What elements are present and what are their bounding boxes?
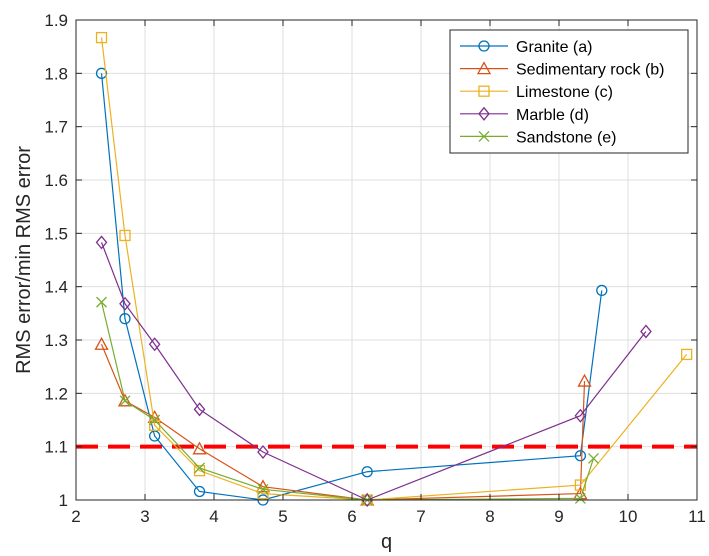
data-point [257, 483, 269, 495]
x-tick-label: 5 [278, 507, 287, 526]
x-tick-label: 7 [416, 507, 425, 526]
x-tick-label: 11 [688, 507, 706, 526]
data-point [149, 430, 161, 442]
x-tick-label: 4 [209, 507, 218, 526]
x-tick-label: 6 [347, 507, 356, 526]
y-tick-label: 1.7 [44, 118, 68, 137]
y-axis-label: RMS error/min RMS error [13, 146, 35, 374]
legend-marker [478, 40, 490, 52]
legend: Granite (a) Sedimentary rock (b) Limestone… [449, 29, 689, 154]
data-point [192, 441, 207, 455]
x-tick-label: 2 [71, 507, 80, 526]
data-point [117, 393, 133, 407]
data-point [588, 452, 599, 464]
y-tick-label: 1 [59, 491, 68, 510]
series-4 [96, 296, 599, 506]
x-tick-label: 10 [619, 507, 638, 526]
x-axis-label: q [381, 531, 392, 553]
data-point [119, 229, 131, 242]
series-line [100, 344, 586, 501]
y-tick-label: 1.9 [44, 11, 68, 30]
data-point [194, 462, 205, 474]
data-point [193, 485, 206, 498]
data-point [94, 336, 109, 350]
data-point [96, 296, 107, 308]
data-point [193, 465, 206, 477]
y-tick-label: 1.2 [44, 384, 68, 403]
legend-item: Sedimentary rock (b) [460, 61, 665, 79]
legend-label: Marble (d) [516, 107, 589, 124]
x-axis-ticks: 2 3 4 5 6 7 8 9 10 11 [71, 20, 706, 526]
series-3 [95, 235, 652, 508]
data-point [257, 444, 269, 460]
series-line [100, 242, 647, 501]
data-point [119, 296, 131, 311]
legend-marker [478, 85, 490, 97]
legend-item: Granite (a) [460, 39, 592, 56]
legend-label: Granite (a) [516, 39, 592, 56]
legend-label: Sedimentary rock (b) [516, 62, 665, 79]
y-tick-label: 1.6 [44, 171, 68, 190]
data-point [119, 313, 131, 325]
series-line [100, 37, 688, 501]
legend-marker [478, 106, 490, 121]
data-point [193, 402, 206, 417]
legend-label: Limestone (c) [516, 84, 613, 101]
legend-marker [478, 130, 490, 142]
legend-marker [476, 61, 492, 75]
series-layer [94, 31, 693, 508]
plot-area-frame [75, 19, 698, 501]
y-axis-ticks: 1 1.1 1.2 1.3 1.4 1.5 1.6 1.7 1.8 1.9 [44, 11, 697, 510]
data-point [361, 492, 374, 508]
data-point [577, 373, 592, 387]
series-line [100, 73, 603, 501]
data-point [361, 466, 373, 478]
data-point [574, 492, 586, 504]
data-point [574, 408, 587, 423]
data-point [119, 395, 131, 407]
data-point [574, 450, 587, 462]
data-point [596, 284, 608, 297]
y-tick-label: 1.8 [44, 64, 68, 83]
x-tick-label: 9 [554, 507, 563, 526]
data-point [95, 235, 108, 250]
data-point [148, 337, 161, 352]
legend-item: Limestone (c) [460, 84, 613, 101]
series-line [100, 301, 595, 501]
y-tick-label: 1.3 [44, 331, 68, 350]
data-point [95, 31, 108, 44]
legend-label: Sandstone (e) [516, 129, 617, 146]
legend-item: Marble (d) [460, 106, 589, 124]
y-tick-label: 1.5 [44, 224, 68, 243]
data-point [681, 348, 693, 361]
series-1 [94, 336, 592, 506]
data-point [640, 324, 652, 339]
x-tick-label: 3 [140, 507, 149, 526]
data-point [95, 67, 108, 79]
y-tick-label: 1.4 [44, 278, 68, 297]
legend-item: Sandstone (e) [460, 129, 617, 146]
data-point [149, 414, 161, 426]
x-tick-label: 8 [485, 507, 494, 526]
y-tick-label: 1.1 [44, 438, 68, 457]
series-0 [95, 67, 608, 506]
